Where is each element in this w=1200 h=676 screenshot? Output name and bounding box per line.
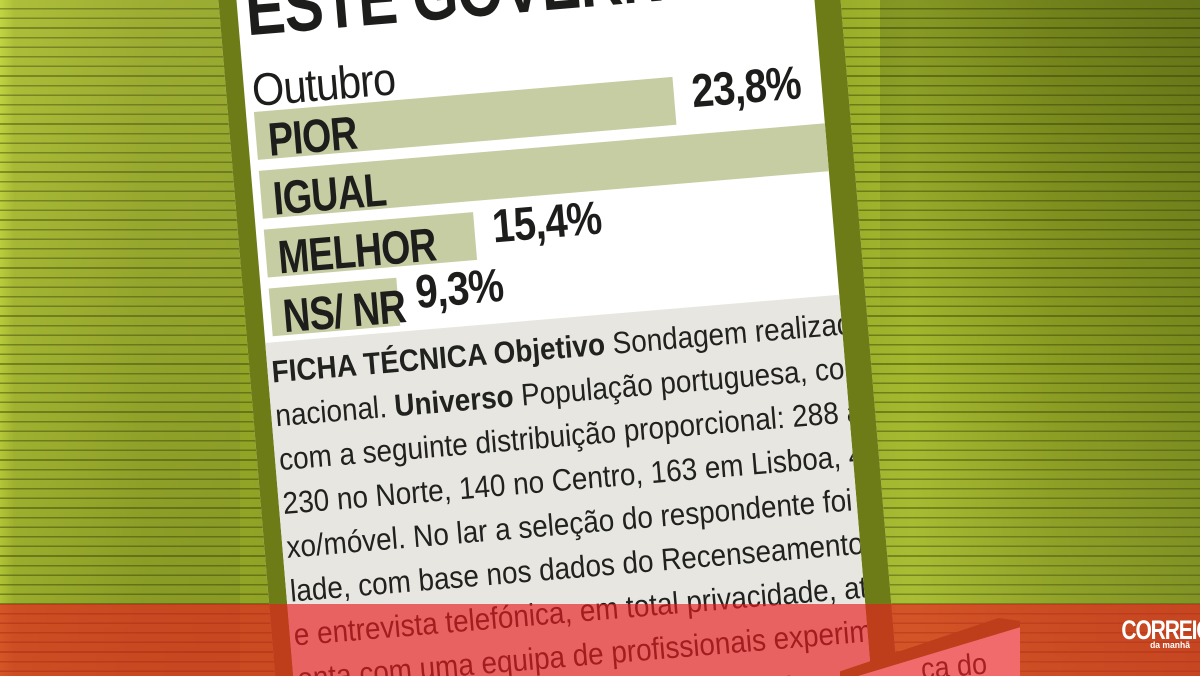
poll-card-content: ESTE GOVERNO VAI SER Outubro PIOR23,8%IG… xyxy=(228,0,907,676)
chart-title: ESTE GOVERNO VAI SER xyxy=(242,0,907,52)
red-overlay-banner xyxy=(0,604,1200,676)
logo-da-manha: da manhã xyxy=(1150,640,1190,651)
bar-label: PIOR xyxy=(266,105,359,166)
bar-value: 9,3% xyxy=(413,257,506,319)
logo-correio: CORREIO xyxy=(1121,615,1200,645)
bar-label: IGUAL xyxy=(270,162,388,225)
bar-value: 15,4% xyxy=(490,190,604,253)
background-shading-right xyxy=(880,0,1200,676)
poll-card: ESTE GOVERNO VAI SER Outubro PIOR23,8%IG… xyxy=(210,0,907,676)
cm-logo: CORREIO da manhã xyxy=(1096,617,1200,652)
background-shading-left xyxy=(0,0,240,676)
bar-value: 23,8% xyxy=(689,55,803,118)
